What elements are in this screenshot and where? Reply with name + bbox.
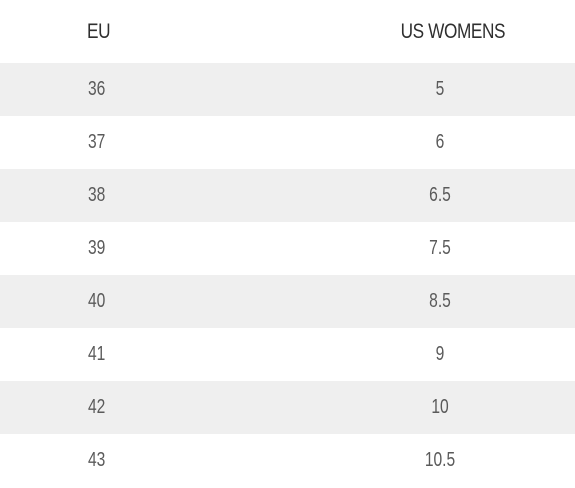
header-us-womens-label: US WOMENS <box>400 19 506 43</box>
cell-eu-value: 39 <box>88 237 106 259</box>
cell-eu: 38 <box>0 169 305 222</box>
table-row: 41 9 <box>0 328 575 381</box>
cell-us-value: 8.5 <box>429 290 451 312</box>
cell-eu: 42 <box>0 381 305 434</box>
cell-us: 6.5 <box>305 169 575 222</box>
cell-eu-value: 43 <box>88 449 106 471</box>
table-row: 43 10.5 <box>0 434 575 487</box>
table-row: 39 7.5 <box>0 222 575 275</box>
table-row: 36 5 <box>0 63 575 116</box>
table-header: EU US WOMENS <box>0 0 575 63</box>
table-body: 36 5 37 6 38 6.5 39 7.5 40 8.5 41 9 42 1… <box>0 63 575 487</box>
cell-us: 10 <box>305 381 575 434</box>
cell-eu-value: 38 <box>88 184 106 206</box>
cell-eu: 43 <box>0 434 305 487</box>
cell-us-value: 6.5 <box>429 184 451 206</box>
cell-eu: 36 <box>0 63 305 116</box>
cell-us: 9 <box>305 328 575 381</box>
cell-us: 10.5 <box>305 434 575 487</box>
table-row: 37 6 <box>0 116 575 169</box>
table-row: 42 10 <box>0 381 575 434</box>
cell-us-value: 7.5 <box>429 237 451 259</box>
cell-eu-value: 37 <box>88 131 106 153</box>
cell-us-value: 10.5 <box>424 449 456 471</box>
cell-eu-value: 41 <box>88 343 106 365</box>
header-row: EU US WOMENS <box>0 0 575 63</box>
cell-eu-value: 42 <box>88 396 106 418</box>
cell-eu-value: 36 <box>88 78 106 100</box>
header-us-womens: US WOMENS <box>329 0 550 63</box>
cell-us: 8.5 <box>305 275 575 328</box>
table-row: 40 8.5 <box>0 275 575 328</box>
cell-us: 5 <box>305 63 575 116</box>
cell-us-value: 6 <box>435 131 445 153</box>
cell-us: 6 <box>305 116 575 169</box>
cell-eu: 37 <box>0 116 305 169</box>
cell-us-value: 10 <box>431 396 449 418</box>
cell-eu: 40 <box>0 275 305 328</box>
cell-eu-value: 40 <box>88 290 106 312</box>
cell-us-value: 9 <box>435 343 445 365</box>
header-eu: EU <box>87 19 111 43</box>
cell-us-value: 5 <box>435 78 445 100</box>
table-row: 38 6.5 <box>0 169 575 222</box>
cell-eu: 41 <box>0 328 305 381</box>
cell-us: 7.5 <box>305 222 575 275</box>
cell-eu: 39 <box>0 222 305 275</box>
